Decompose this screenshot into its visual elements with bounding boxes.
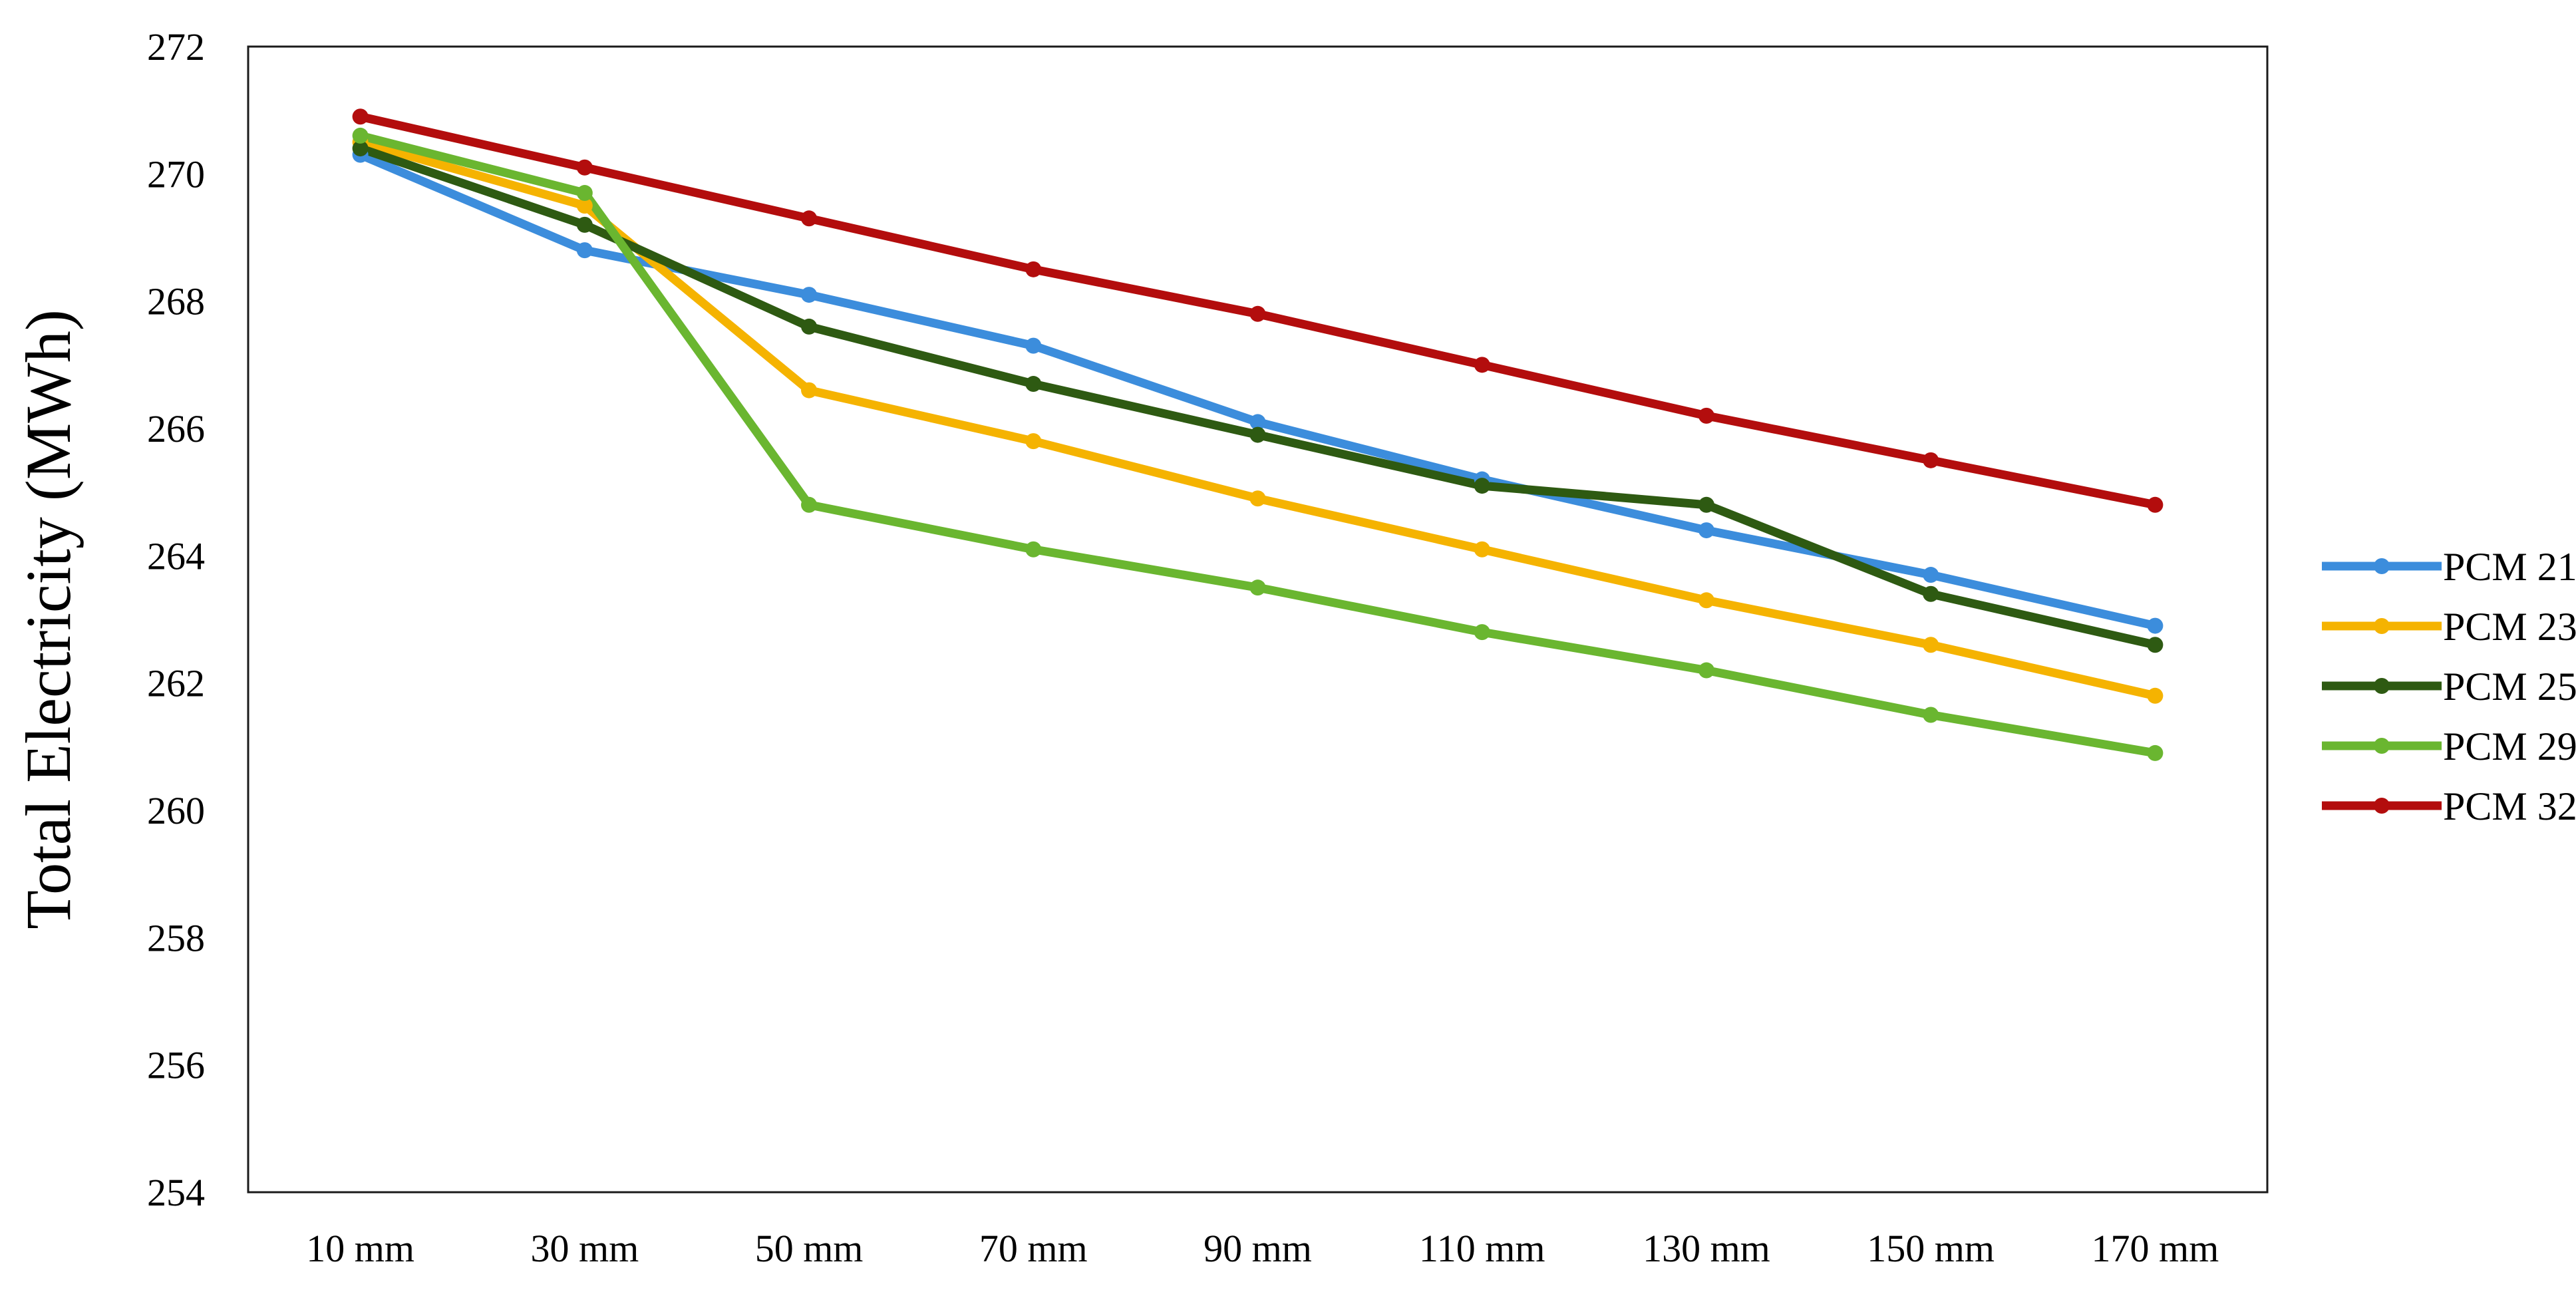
data-point xyxy=(1698,407,1714,424)
data-point xyxy=(1249,305,1266,322)
data-point xyxy=(1249,414,1266,430)
x-tick-label: 50 mm xyxy=(755,1227,864,1270)
data-point xyxy=(1698,592,1714,609)
data-point xyxy=(2147,637,2164,653)
data-point xyxy=(576,216,593,233)
data-point xyxy=(1698,662,1714,679)
data-point xyxy=(801,496,818,513)
data-point xyxy=(2147,617,2164,634)
data-point xyxy=(1025,433,1042,450)
legend-marker xyxy=(2374,798,2390,814)
data-point xyxy=(2147,496,2164,513)
series-points xyxy=(352,108,2164,761)
y-tick-label: 260 xyxy=(147,789,205,832)
data-point xyxy=(576,242,593,259)
legend-label: PCM 32 xyxy=(2443,784,2576,828)
x-tick-label: 10 mm xyxy=(306,1227,414,1270)
data-point xyxy=(2147,687,2164,704)
x-axis-ticks: 10 mm 30 mm 50 mm 70 mm 90 mm 110 mm 130 mm 150… xyxy=(306,1227,2219,1270)
data-point xyxy=(1025,261,1042,277)
legend-item: PCM 23 xyxy=(2322,605,2576,649)
y-tick-label: 256 xyxy=(147,1044,205,1087)
y-axis-label: Total Electricity (MWh) xyxy=(13,309,84,929)
data-point xyxy=(801,210,818,227)
data-point xyxy=(801,318,818,335)
data-point xyxy=(352,127,369,144)
y-tick-label: 254 xyxy=(147,1171,205,1214)
legend-label: PCM 29 xyxy=(2443,725,2576,768)
data-point xyxy=(1249,579,1266,596)
legend-label: PCM 21 xyxy=(2443,545,2576,589)
legend-item: PCM 29 xyxy=(2322,725,2576,768)
data-point xyxy=(1698,496,1714,513)
y-tick-label: 272 xyxy=(147,25,205,69)
data-point xyxy=(1474,478,1490,494)
legend-marker xyxy=(2374,678,2390,694)
data-point xyxy=(1025,376,1042,393)
legend-item: PCM 25 xyxy=(2322,665,2576,709)
x-tick-label: 170 mm xyxy=(2092,1227,2219,1270)
data-point xyxy=(352,108,369,125)
data-point xyxy=(576,159,593,176)
legend-label: PCM 23 xyxy=(2443,605,2576,649)
data-point xyxy=(1923,637,1939,653)
data-point xyxy=(801,382,818,399)
y-tick-label: 258 xyxy=(147,916,205,959)
data-point xyxy=(1474,624,1490,641)
x-tick-label: 110 mm xyxy=(1419,1227,1545,1270)
data-point xyxy=(576,185,593,202)
legend-item: PCM 21 xyxy=(2322,545,2576,589)
data-point xyxy=(1923,585,1939,602)
y-tick-label: 264 xyxy=(147,534,205,577)
x-tick-label: 90 mm xyxy=(1204,1227,1312,1270)
y-axis-ticks: 254 256 258 260 262 264 266 268 270 272 xyxy=(147,25,205,1214)
y-tick-label: 268 xyxy=(147,280,205,323)
data-point xyxy=(801,287,818,303)
data-point xyxy=(1025,337,1042,354)
data-point xyxy=(352,140,369,157)
data-point xyxy=(1923,567,1939,583)
data-point xyxy=(1249,426,1266,443)
data-point xyxy=(1474,357,1490,373)
y-tick-label: 266 xyxy=(147,407,205,450)
data-point xyxy=(1025,541,1042,558)
data-point xyxy=(1923,707,1939,723)
data-point xyxy=(1698,522,1714,539)
legend-marker xyxy=(2374,738,2390,754)
legend-item: PCM 32 xyxy=(2322,784,2576,828)
data-point xyxy=(1474,541,1490,558)
x-tick-label: 130 mm xyxy=(1643,1227,1770,1270)
y-tick-label: 270 xyxy=(147,152,205,196)
legend-label: PCM 25 xyxy=(2443,665,2576,709)
legend-marker xyxy=(2374,558,2390,574)
plot-area xyxy=(247,45,2269,1194)
legend: PCM 21 PCM 23 PCM 25 PCM 29 PCM 32 xyxy=(2322,545,2576,828)
x-tick-label: 30 mm xyxy=(530,1227,639,1270)
data-point xyxy=(2147,744,2164,761)
legend-marker xyxy=(2374,618,2390,634)
x-tick-label: 70 mm xyxy=(979,1227,1088,1270)
y-tick-label: 262 xyxy=(147,662,205,705)
data-point xyxy=(1923,452,1939,468)
data-point xyxy=(1249,490,1266,507)
x-tick-label: 150 mm xyxy=(1867,1227,1995,1270)
data-point xyxy=(576,198,593,214)
